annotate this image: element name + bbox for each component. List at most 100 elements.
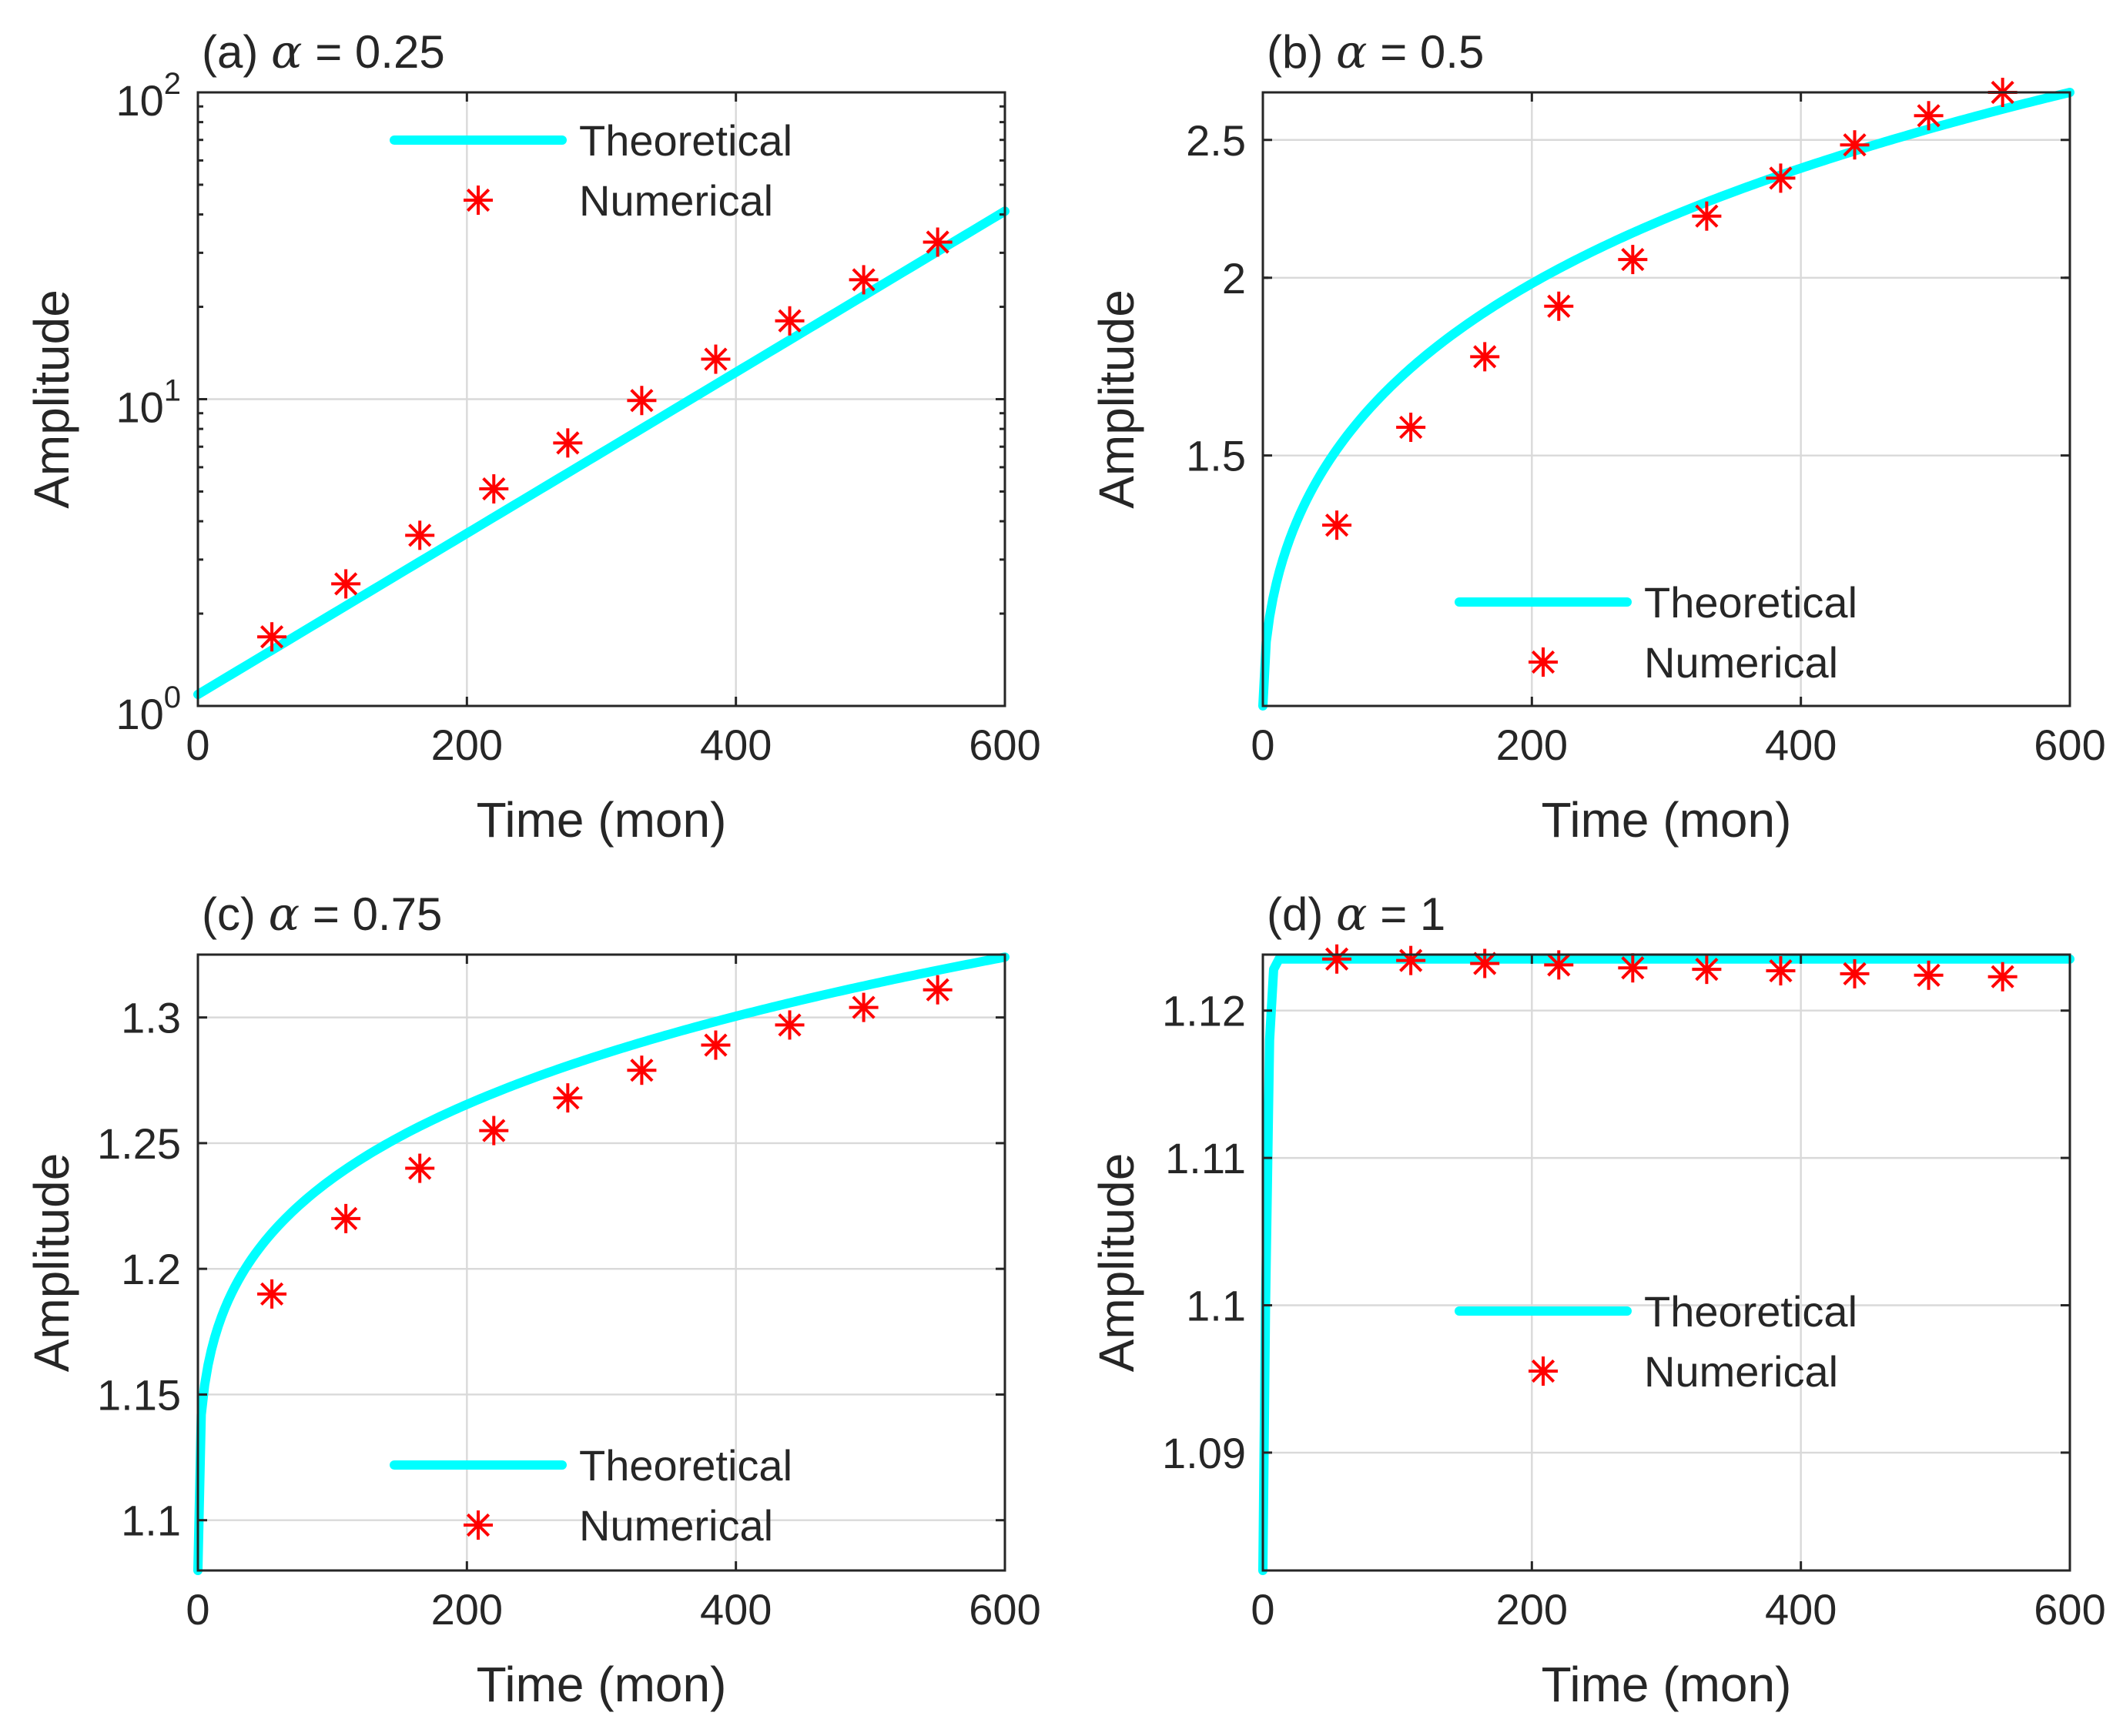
x-tick-label: 200 (431, 721, 503, 769)
numerical-point (1396, 945, 1426, 975)
title-value: 0.5 (1420, 26, 1484, 78)
numerical-point (1544, 950, 1574, 980)
numerical-point (405, 1153, 435, 1183)
numerical-point (553, 428, 583, 458)
y-axis-label: Amplitude (1089, 1153, 1144, 1373)
legend-marker-numerical (464, 1510, 493, 1540)
title-alpha: α (1336, 888, 1368, 942)
marker-stroke (556, 431, 580, 455)
numerical-point (923, 975, 953, 1005)
numerical-markers (257, 975, 953, 1309)
marker-stroke (1695, 204, 1719, 228)
x-tick-label: 600 (969, 721, 1040, 769)
numerical-point (257, 1279, 287, 1309)
marker-stroke (778, 309, 802, 333)
x-tick-label: 0 (186, 721, 209, 769)
title-eq: = (1368, 26, 1420, 78)
legend-marker-numerical (1529, 1356, 1558, 1386)
numerical-point (331, 1203, 361, 1233)
y-axis-label: Amplitude (24, 1153, 79, 1373)
numerical-point (1692, 955, 1722, 985)
marker-stroke (1695, 958, 1719, 982)
marker-stroke (1769, 166, 1793, 190)
numerical-point (849, 992, 879, 1022)
marker-stroke (926, 978, 949, 1002)
numerical-point (553, 1083, 583, 1113)
marker-stroke (1399, 415, 1423, 440)
legend-label-theoretical: Theoretical (1644, 578, 1857, 627)
title-value: 0.75 (353, 888, 443, 940)
numerical-point (1914, 960, 1944, 990)
numerical-point (1987, 962, 2018, 992)
marker-stroke (704, 1033, 728, 1057)
x-axis-label: Time (mon) (1542, 792, 1792, 848)
x-tick-label: 400 (700, 721, 772, 769)
legend-label-numerical: Numerical (1644, 1347, 1838, 1396)
y-tick-label: 1.15 (97, 1370, 181, 1419)
x-axis-label: Time (mon) (477, 1657, 727, 1712)
marker-stroke (260, 1282, 284, 1306)
title-prefix: (c) (202, 888, 269, 940)
marker-stroke (1473, 952, 1497, 975)
legend: Theoretical Numerical (390, 116, 792, 225)
numerical-point (775, 1010, 805, 1040)
legend-marker-numerical (464, 186, 493, 215)
legend-marker-numerical (1529, 647, 1558, 677)
numerical-point (1396, 413, 1426, 443)
x-tick-label: 0 (186, 1585, 209, 1634)
numerical-point (1766, 956, 1796, 986)
chart-title: (c) α = 0.75 (202, 888, 442, 942)
chart-panel-a: 0 200 400 600 100 101 102 Time (mon) Amplitude (a… (24, 25, 1041, 848)
marker-stroke (704, 347, 728, 371)
legend: Theoretical Numerical (1455, 1287, 1857, 1396)
numerical-point (1544, 291, 1574, 321)
numerical-point (1322, 510, 1352, 540)
marker-stroke (1769, 958, 1793, 983)
y-tick-label: 1.12 (1162, 987, 1246, 1035)
numerical-point (627, 386, 657, 416)
x-tick-label: 400 (1765, 1585, 1837, 1634)
numerical-point (1692, 201, 1722, 231)
title-value: 0.25 (355, 26, 445, 78)
y-tick-label: 101 (116, 374, 181, 432)
marker-stroke (466, 188, 491, 212)
chart-title: (b) α = 0.5 (1267, 25, 1484, 79)
marker-stroke (482, 1119, 506, 1142)
y-tick-label: 1.1 (1186, 1282, 1246, 1330)
numerical-point (1322, 944, 1352, 974)
legend-label-theoretical: Theoretical (579, 1441, 792, 1490)
marker-stroke (1917, 104, 1941, 128)
y-tick-label: 1.2 (121, 1245, 181, 1293)
title-alpha: α (1336, 25, 1368, 79)
marker-stroke (1621, 956, 1645, 980)
x-tick-label: 200 (431, 1585, 503, 1634)
numerical-markers (1322, 78, 2018, 540)
marker-stroke (630, 389, 654, 413)
marker-stroke (482, 477, 506, 501)
numerical-point (405, 520, 435, 550)
x-tick-label: 400 (1765, 721, 1837, 769)
y-tick-label: 1.1 (121, 1497, 181, 1545)
numerical-point (923, 227, 953, 257)
ticks (1261, 92, 2071, 706)
marker-stroke (1621, 247, 1645, 272)
marker-stroke (1843, 962, 1867, 985)
numerical-point (1618, 245, 1648, 275)
numerical-point (849, 265, 879, 295)
numerical-markers (257, 227, 953, 652)
y-tick-label: 2.5 (1186, 116, 1246, 165)
numerical-point (775, 306, 805, 336)
plot-area (1263, 92, 2070, 706)
numerical-point (1766, 163, 1796, 193)
x-axis-label: Time (mon) (477, 792, 727, 848)
title-alpha: α (269, 888, 300, 942)
chart-panel-b: 0 200 400 600 1.5 2 2.5 Time (mon) Amplitude (b) … (1089, 25, 2106, 848)
marker-stroke (1843, 133, 1867, 157)
marker-stroke (408, 523, 432, 547)
marker-stroke (1531, 650, 1555, 674)
numerical-point (1840, 130, 1870, 160)
legend-label-numerical: Numerical (579, 176, 773, 225)
legend-label-theoretical: Theoretical (1644, 1287, 1857, 1336)
title-prefix: (b) (1267, 26, 1336, 78)
ticks (1261, 955, 2071, 1570)
